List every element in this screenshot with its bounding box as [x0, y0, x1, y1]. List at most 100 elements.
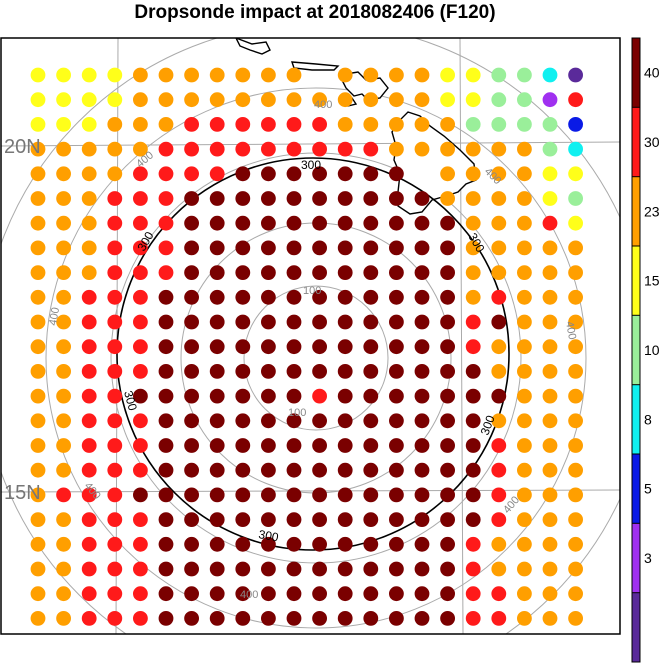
- impact-dot-brown: [209, 512, 225, 527]
- impact-dot-brown: [235, 487, 251, 503]
- impact-dot-brown: [158, 339, 174, 355]
- impact-dot-orange: [517, 215, 532, 231]
- impact-dot-brown: [286, 536, 302, 552]
- impact-dot-red: [133, 438, 148, 453]
- impact-dot-orange: [542, 586, 558, 602]
- impact-dot-red: [158, 215, 174, 231]
- impact-dot-brown: [158, 586, 174, 602]
- impact-dot-brown: [414, 388, 430, 404]
- impact-dot-brown: [440, 438, 455, 453]
- impact-dot-orange: [30, 314, 46, 330]
- impact-dot-brown: [312, 289, 327, 305]
- impact-dot-brown: [133, 487, 148, 503]
- impact-dot-brown: [235, 265, 251, 280]
- impact-dot-red: [107, 240, 123, 256]
- impact-dot-brown: [363, 339, 379, 355]
- impact-dot-brown: [414, 413, 430, 429]
- impact-dot-orange: [568, 611, 583, 626]
- impact-dot-orange: [235, 67, 251, 83]
- colorbar-tick-label: 40: [644, 65, 660, 81]
- impact-dot-brown: [261, 462, 276, 478]
- impact-dot-brown: [389, 215, 404, 231]
- impact-dot-orange: [209, 92, 225, 108]
- impact-dot-brown: [209, 611, 225, 626]
- impact-dot-red: [107, 487, 123, 503]
- impact-dot-orange: [465, 166, 481, 182]
- impact-dot-red: [133, 364, 148, 379]
- impact-dot-orange: [414, 117, 430, 132]
- impact-dot-orange: [56, 512, 71, 527]
- impact-dot-red: [465, 314, 481, 330]
- impact-dot-orange: [517, 289, 532, 305]
- impact-dot-brown: [465, 364, 481, 379]
- impact-dot-orange: [542, 388, 558, 404]
- impact-dot-brown: [286, 487, 302, 503]
- impact-dot-light-green: [517, 92, 532, 108]
- impact-dot-brown: [389, 265, 404, 280]
- impact-dot-orange: [568, 462, 583, 478]
- impact-dot-brown: [235, 191, 251, 206]
- impact-dot-red: [107, 611, 123, 626]
- impact-dot-red: [107, 512, 123, 527]
- impact-dot-brown: [337, 388, 353, 404]
- impact-dot-red: [312, 388, 327, 404]
- impact-dot-red: [465, 339, 481, 355]
- impact-dot-brown: [209, 240, 225, 256]
- impact-dot-yellow: [568, 166, 583, 182]
- impact-dot-brown: [209, 438, 225, 453]
- lon-line-155w: [459, 38, 464, 634]
- impact-dot-orange: [389, 141, 404, 157]
- impact-dot-red: [107, 413, 123, 429]
- impact-dot-brown: [235, 586, 251, 602]
- impact-dot-brown: [337, 561, 353, 577]
- impact-dot-red: [81, 413, 97, 429]
- impact-dot-orange: [337, 67, 353, 83]
- impact-dot-orange: [81, 265, 97, 280]
- impact-dot-orange: [568, 586, 583, 602]
- impact-dot-brown: [440, 339, 455, 355]
- impact-dot-brown: [235, 536, 251, 552]
- impact-dot-red: [158, 141, 174, 157]
- impact-dot-orange: [30, 191, 46, 206]
- impact-dot-brown: [414, 462, 430, 478]
- impact-dot-brown: [133, 388, 148, 404]
- impact-dot-brown: [440, 512, 455, 527]
- impact-dot-brown: [414, 240, 430, 256]
- impact-dot-brown: [491, 388, 507, 404]
- ring-label-grey: 400: [314, 99, 332, 111]
- impact-dot-red: [363, 141, 379, 157]
- impact-dot-orange: [491, 561, 507, 577]
- impact-dot-orange: [568, 240, 583, 256]
- impact-dot-brown: [235, 388, 251, 404]
- impact-dot-red: [133, 289, 148, 305]
- impact-dot-brown: [184, 462, 200, 478]
- impact-dot-brown: [209, 289, 225, 305]
- impact-dot-brown: [440, 561, 455, 577]
- impact-dot-brown: [363, 364, 379, 379]
- impact-dot-red: [133, 215, 148, 231]
- impact-dot-brown: [312, 166, 327, 182]
- impact-dot-brown: [440, 462, 455, 478]
- impact-dot-orange: [542, 314, 558, 330]
- ring-label-black: 300: [257, 527, 279, 544]
- range-ring-3: [110, 152, 522, 564]
- impact-dot-brown: [414, 512, 430, 527]
- impact-dot-orange: [542, 265, 558, 280]
- impact-dot-brown: [337, 215, 353, 231]
- range-ring-2: [180, 222, 452, 494]
- impact-dot-red: [133, 611, 148, 626]
- impact-dot-red: [261, 141, 276, 157]
- impact-dot-brown: [184, 215, 200, 231]
- impact-dot-orange: [517, 364, 532, 379]
- impact-dot-orange: [517, 611, 532, 626]
- impact-dot-orange: [568, 561, 583, 577]
- impact-dot-orange: [261, 92, 276, 108]
- impact-dot-brown: [158, 487, 174, 503]
- impact-dot-brown: [158, 364, 174, 379]
- impact-dot-orange: [30, 240, 46, 256]
- lat-label-20n: 20N: [4, 136, 41, 158]
- impact-dot-orange: [568, 289, 583, 305]
- impact-dot-orange: [30, 388, 46, 404]
- impact-dot-orange: [568, 413, 583, 429]
- impact-dot-brown: [312, 364, 327, 379]
